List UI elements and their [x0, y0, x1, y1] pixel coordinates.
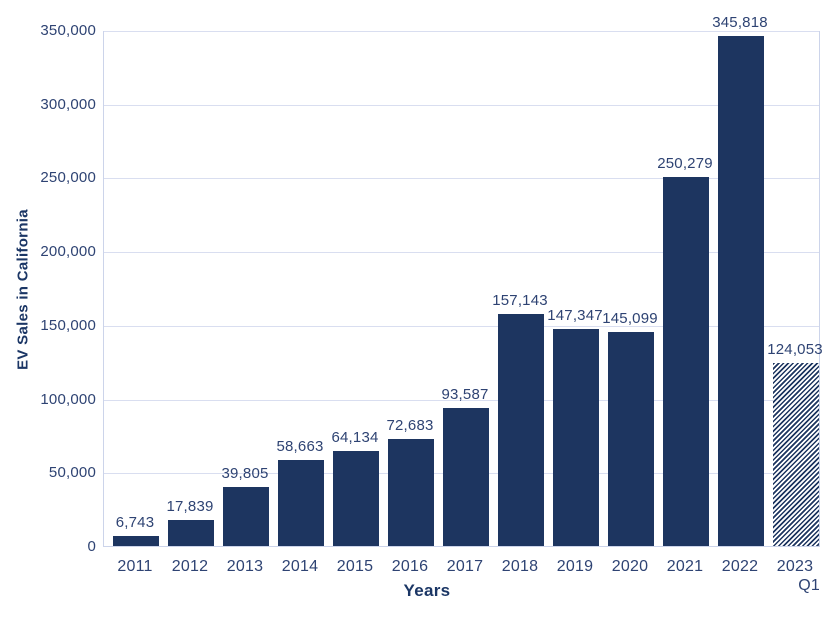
x-axis-title: Years [403, 581, 451, 600]
value-label-2023: 124,053 [767, 341, 823, 359]
gridline-350000 [104, 31, 819, 32]
bar-2021 [663, 177, 709, 546]
value-label-2016: 72,683 [386, 416, 434, 434]
bar-2014 [278, 459, 324, 546]
value-label-2021: 250,279 [657, 155, 713, 173]
value-label-2017: 93,587 [441, 386, 489, 404]
bar-2012 [168, 519, 214, 546]
value-label-2020: 145,099 [602, 310, 658, 328]
value-label-2022: 345,818 [712, 14, 768, 32]
gridline-300000 [104, 104, 819, 106]
bar-2011 [113, 536, 159, 546]
value-label-2013: 39,805 [221, 465, 269, 483]
xtick-label-2013: 2013 [226, 558, 264, 575]
value-label-2014: 58,663 [276, 437, 324, 455]
plot-area [103, 31, 820, 547]
ytick-label-100000: 100,000 [40, 390, 96, 408]
value-label-2018: 157,143 [492, 292, 548, 310]
ytick-label-0: 0 [87, 538, 96, 555]
bar-2023-q1 [773, 363, 819, 546]
xtick-label-2021: 2021 [666, 558, 704, 575]
ytick-label-50000: 50,000 [48, 464, 96, 482]
y-axis-title: EV Sales in California [14, 209, 32, 370]
value-label-2012: 17,839 [166, 497, 214, 515]
ytick-label-150000: 150,000 [40, 316, 96, 334]
value-label-2019: 147,347 [547, 306, 603, 324]
xtick-label-2012: 2012 [171, 558, 209, 575]
xtick-label-2014: 2014 [281, 558, 319, 575]
ytick-label-250000: 250,000 [40, 169, 96, 187]
xtick-label-2023: 2023 Q1 [767, 557, 823, 595]
xtick-label-2019: 2019 [556, 558, 594, 575]
bar-2013 [223, 487, 269, 546]
bar-2016 [388, 438, 434, 546]
xtick-label-2022: 2022 [721, 558, 759, 575]
xtick-label-2017: 2017 [446, 558, 484, 575]
bar-2018 [498, 314, 544, 546]
xtick-label-2020: 2020 [611, 558, 649, 575]
xtick-label-2011: 2011 [117, 558, 153, 575]
value-label-2015: 64,134 [331, 429, 379, 447]
bar-2020 [608, 332, 654, 546]
bar-2022 [718, 36, 764, 546]
xtick-sub-label-q1: Q1 [798, 577, 820, 594]
xtick-label-2018: 2018 [501, 558, 539, 575]
gridline-150000 [104, 325, 819, 327]
gridline-200000 [104, 252, 819, 254]
ytick-label-350000: 350,000 [40, 22, 96, 39]
gridline-100000 [104, 399, 819, 401]
xtick-label-2015: 2015 [336, 558, 374, 575]
xtick-label-2016: 2016 [391, 558, 429, 575]
bar-2017 [443, 408, 489, 546]
ytick-label-200000: 200,000 [40, 243, 96, 261]
ytick-label-300000: 300,000 [40, 95, 96, 113]
bar-2015 [333, 451, 379, 546]
bar-2019 [553, 328, 599, 546]
value-label-2011: 6,743 [115, 514, 155, 532]
gridline-250000 [104, 178, 819, 180]
